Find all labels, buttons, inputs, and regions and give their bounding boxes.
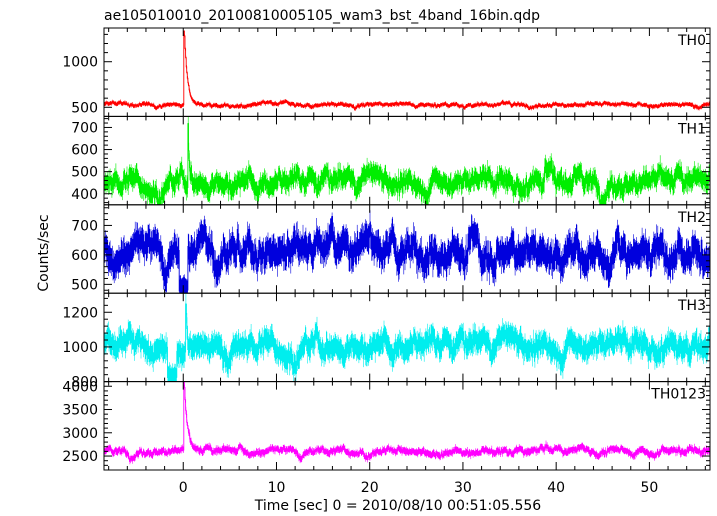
y-tick-label: 800 <box>71 375 98 391</box>
panel-label: TH1 <box>677 121 706 137</box>
panel-label: TH0123 <box>650 387 706 403</box>
y-tick-label: 3500 <box>62 403 98 419</box>
panel-th0: 500 1000 TH0 <box>62 27 711 117</box>
series-th3 <box>104 293 710 382</box>
y-tick-label: 1000 <box>62 340 98 356</box>
series-th0123 <box>104 381 710 465</box>
y-tick-label: 500 <box>71 277 98 293</box>
light-curve-line <box>104 30 710 110</box>
x-tick-label: 40 <box>547 480 565 496</box>
panel-th2: 500 600 700 TH2 <box>71 204 711 294</box>
y-tick-label: 500 <box>71 165 98 181</box>
panel-th3: 800 1000 1200 TH3 <box>62 292 711 391</box>
x-tick-label: 0 <box>179 480 188 496</box>
light-curve-line <box>104 123 710 205</box>
light-curve-line <box>104 381 710 462</box>
series-th0 <box>104 30 710 111</box>
y-tick-label: 700 <box>71 120 98 136</box>
y-tick-label: 3000 <box>62 426 98 442</box>
x-tick-label: 20 <box>361 480 379 496</box>
x-axis-label: Time [sec] 0 = 2010/08/10 00:51:05.556 <box>254 498 542 514</box>
panel-label: TH0 <box>677 33 706 49</box>
x-tick-label: 30 <box>454 480 472 496</box>
y-tick-label: 1200 <box>62 305 98 321</box>
panel-frame <box>103 381 711 471</box>
light-curve-line <box>104 303 710 381</box>
chart-title: ae105010010_20100810005105_wam3_bst_4ban… <box>104 8 540 24</box>
y-tick-label: 400 <box>71 187 98 203</box>
y-tick-label: 1000 <box>62 55 98 71</box>
error-bars <box>104 30 710 111</box>
y-tick-label: 4000 <box>62 379 98 395</box>
panel-th1: 400 500 600 700 TH1 <box>71 115 711 206</box>
panel-th0123: 2500 3000 3500 4000 TH0123 <box>62 379 711 471</box>
light-curve-line <box>104 222 710 294</box>
y-axis-label: Counts/sec <box>36 214 52 291</box>
y-tick-label: 600 <box>71 248 98 264</box>
y-tick-label: 500 <box>71 100 98 116</box>
y-tick-label: 2500 <box>62 449 98 465</box>
x-tick-label: 50 <box>640 480 658 496</box>
y-tick-label: 700 <box>71 218 98 234</box>
x-tick-label: 10 <box>268 480 286 496</box>
panel-label: TH3 <box>677 298 706 314</box>
y-tick-label: 600 <box>71 143 98 159</box>
panel-label: TH2 <box>677 210 706 226</box>
